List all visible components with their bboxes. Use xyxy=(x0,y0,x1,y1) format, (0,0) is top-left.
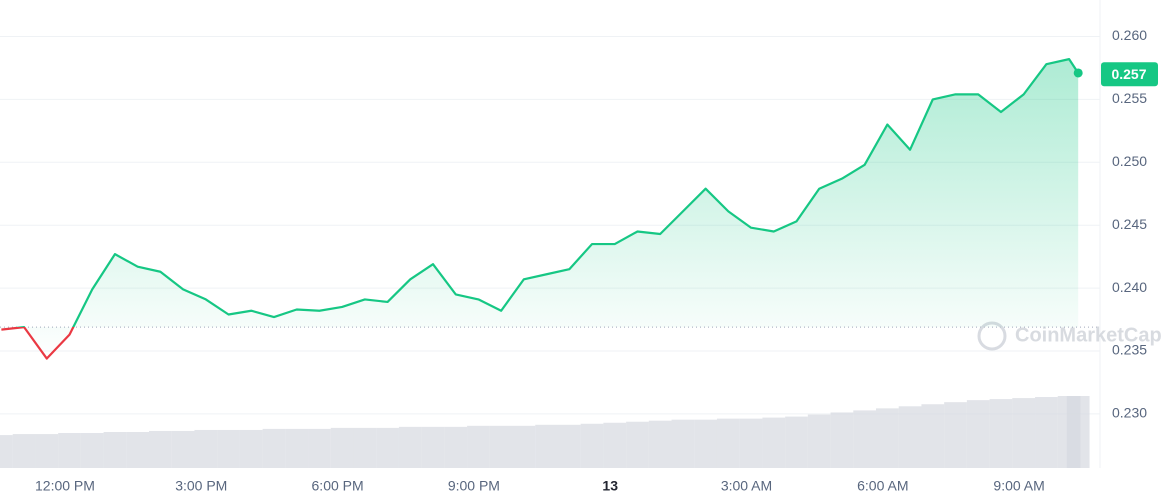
volume-bar xyxy=(876,408,899,468)
y-tick-label: 0.245 xyxy=(1112,216,1147,232)
volume-bar xyxy=(535,424,558,468)
volume-bar xyxy=(853,410,877,468)
volume-bar xyxy=(376,427,399,468)
price-area xyxy=(1,59,1079,359)
volume-bar xyxy=(648,420,672,468)
volume-bar xyxy=(444,426,468,468)
x-tick-label: 3:00 PM xyxy=(175,478,227,494)
x-tick-label: 9:00 AM xyxy=(993,478,1044,494)
volume-bar xyxy=(194,429,218,468)
volume-bar xyxy=(421,426,445,468)
volume-bar xyxy=(557,424,581,468)
volume-bar xyxy=(398,426,422,468)
volume-bar xyxy=(103,432,127,468)
volume-bar xyxy=(239,429,263,468)
volume-bar xyxy=(739,418,763,468)
volume-bar xyxy=(1012,398,1036,468)
volume-bar xyxy=(262,428,286,468)
y-tick-label: 0.235 xyxy=(1112,342,1147,358)
volume-bar xyxy=(58,433,81,468)
price-line xyxy=(1,58,1080,360)
x-tick-label: 3:00 AM xyxy=(721,478,772,494)
volume-bar xyxy=(330,427,354,468)
volume-bar xyxy=(762,417,786,468)
volume-bar xyxy=(1066,396,1090,468)
volume-bar xyxy=(785,416,808,468)
volume-bar xyxy=(921,404,945,468)
volume-bar xyxy=(149,430,172,468)
y-tick-label: 0.250 xyxy=(1112,153,1147,169)
x-tick-label: 6:00 PM xyxy=(312,478,364,494)
volume-bar xyxy=(966,400,990,468)
volume-bar xyxy=(580,423,604,468)
watermark: CoinMarketCap xyxy=(1015,324,1161,346)
x-tick-label: 6:00 AM xyxy=(857,478,908,494)
volume-bar xyxy=(694,419,717,468)
volume-bar xyxy=(944,402,967,468)
volume-bar xyxy=(217,429,240,468)
volume-bar xyxy=(603,422,627,468)
volume-bar xyxy=(0,435,13,468)
volume-bar xyxy=(171,430,195,468)
volume-bar xyxy=(285,428,309,468)
volume-bar xyxy=(512,425,536,468)
volume-bar xyxy=(716,418,740,468)
volume-bar xyxy=(807,414,831,468)
x-tick-label: 9:00 PM xyxy=(448,478,500,494)
volume-bar xyxy=(989,399,1013,468)
volume-bar xyxy=(671,419,695,468)
volume-bar xyxy=(898,406,922,468)
volume-bar xyxy=(308,428,331,468)
volume-bar xyxy=(80,433,104,468)
x-tick-label: 12:00 PM xyxy=(35,478,95,494)
volume-bar xyxy=(467,425,490,468)
volume-bar xyxy=(126,432,150,468)
y-tick-label: 0.255 xyxy=(1112,90,1147,106)
volume-bar xyxy=(830,412,854,468)
volume-bar xyxy=(353,427,377,468)
last-point xyxy=(1073,68,1083,78)
volume-bar xyxy=(1035,397,1058,468)
price-tag: 0.257 xyxy=(1111,66,1146,82)
volume-bar xyxy=(626,421,649,468)
y-tick-label: 0.240 xyxy=(1112,279,1147,295)
volume-bar xyxy=(35,434,59,468)
price-tag-bg xyxy=(1101,62,1158,87)
volume-bar xyxy=(12,434,36,468)
x-tick-label: 13 xyxy=(602,478,618,494)
y-tick-label: 0.260 xyxy=(1112,27,1147,43)
y-tick-label: 0.230 xyxy=(1112,405,1147,421)
volume-bar xyxy=(489,425,513,468)
